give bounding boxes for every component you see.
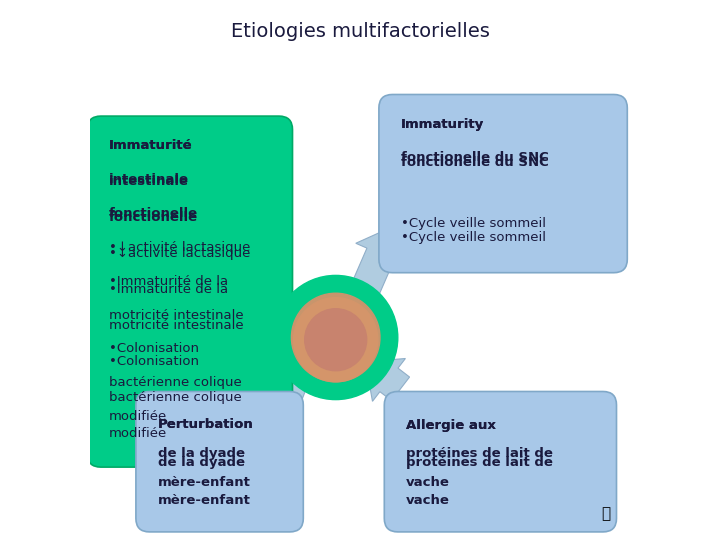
- Text: Perturbation: Perturbation: [158, 418, 253, 431]
- Text: •Immaturité de la: •Immaturité de la: [109, 284, 228, 296]
- Text: 🔊: 🔊: [601, 506, 611, 521]
- Text: motricité intestinale: motricité intestinale: [109, 308, 243, 321]
- Text: protéines de lait de: protéines de lait de: [406, 456, 553, 469]
- Text: Immaturité: Immaturité: [109, 139, 192, 152]
- Text: Perturbation: Perturbation: [158, 418, 253, 431]
- Text: modifiée: modifiée: [109, 427, 167, 440]
- Text: •Cycle veille sommeil: •Cycle veille sommeil: [400, 231, 546, 244]
- Text: vache: vache: [406, 476, 450, 489]
- Text: fonctionelle du SNC: fonctionelle du SNC: [400, 156, 548, 168]
- Polygon shape: [352, 227, 405, 295]
- Text: fonctionelle: fonctionelle: [109, 211, 198, 224]
- Text: fonctionelle: fonctionelle: [109, 207, 198, 220]
- Text: bactérienne colique: bactérienne colique: [109, 376, 242, 389]
- Circle shape: [292, 293, 380, 382]
- FancyBboxPatch shape: [87, 116, 292, 467]
- Text: modifiée: modifiée: [109, 410, 167, 423]
- Text: •Colonisation: •Colonisation: [109, 342, 199, 355]
- Polygon shape: [253, 282, 292, 325]
- Text: protéines de lait de: protéines de lait de: [406, 447, 553, 460]
- Polygon shape: [251, 364, 311, 416]
- Text: •Immaturité de la: •Immaturité de la: [109, 275, 228, 288]
- Text: mère-enfant: mère-enfant: [158, 476, 251, 489]
- Text: •Cycle veille sommeil: •Cycle veille sommeil: [400, 217, 546, 230]
- Text: •↓activité lactasique: •↓activité lactasique: [109, 247, 251, 260]
- Text: •↓activité lactasique: •↓activité lactasique: [109, 241, 251, 254]
- Circle shape: [294, 298, 378, 382]
- Text: de la dyade: de la dyade: [158, 447, 245, 460]
- Text: de la dyade: de la dyade: [158, 456, 245, 469]
- Text: Immaturity: Immaturity: [400, 118, 484, 131]
- Text: bactérienne colique: bactérienne colique: [109, 392, 242, 404]
- Text: Allergie aux: Allergie aux: [406, 418, 496, 431]
- FancyBboxPatch shape: [379, 94, 627, 273]
- Text: Immaturity: Immaturity: [400, 118, 484, 131]
- Text: Immaturité: Immaturité: [109, 139, 192, 152]
- Polygon shape: [365, 359, 410, 401]
- Text: vache: vache: [406, 494, 450, 507]
- Text: •Colonisation: •Colonisation: [109, 355, 199, 368]
- Text: fonctionelle du SNC: fonctionelle du SNC: [400, 151, 548, 164]
- Text: Allergie aux: Allergie aux: [406, 418, 496, 431]
- Text: mère-enfant: mère-enfant: [158, 494, 251, 507]
- Circle shape: [274, 275, 398, 400]
- FancyBboxPatch shape: [384, 392, 616, 532]
- Text: intestinale: intestinale: [109, 176, 189, 188]
- Text: intestinale: intestinale: [109, 173, 189, 186]
- Circle shape: [316, 320, 356, 360]
- Text: Etiologies multifactorielles: Etiologies multifactorielles: [230, 22, 490, 40]
- Circle shape: [305, 309, 366, 370]
- Text: motricité intestinale: motricité intestinale: [109, 319, 243, 332]
- FancyBboxPatch shape: [136, 392, 303, 532]
